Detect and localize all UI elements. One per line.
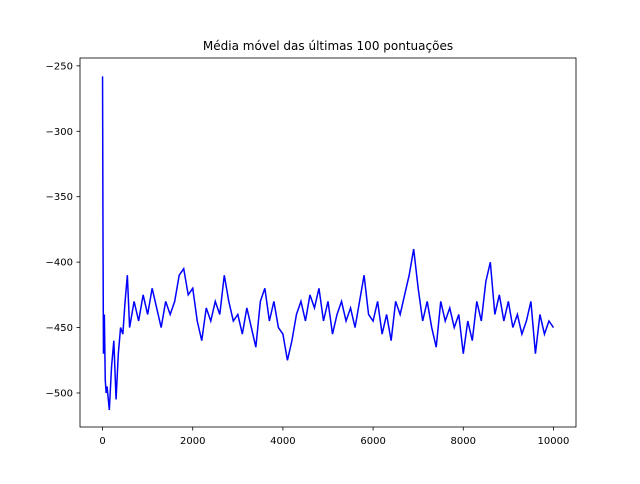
y-tick-label: −400: [46, 258, 73, 269]
x-tick-label: 10000: [538, 436, 570, 447]
x-tick-label: 2000: [180, 436, 205, 447]
x-tick-label: 0: [99, 436, 105, 447]
chart-title: Média móvel das últimas 100 pontuações: [203, 39, 453, 53]
y-tick-label: −500: [46, 388, 73, 399]
axes-frame: [79, 57, 577, 428]
x-tick-label: 4000: [270, 436, 295, 447]
y-tick-label: −250: [46, 61, 73, 72]
line: [101, 76, 555, 411]
x-tick-label: 6000: [360, 436, 385, 447]
y-tick-label: −300: [46, 127, 73, 138]
y-tick-label: −450: [46, 323, 73, 334]
x-tick-label: 8000: [451, 436, 476, 447]
y-tick-label: −350: [46, 192, 73, 203]
